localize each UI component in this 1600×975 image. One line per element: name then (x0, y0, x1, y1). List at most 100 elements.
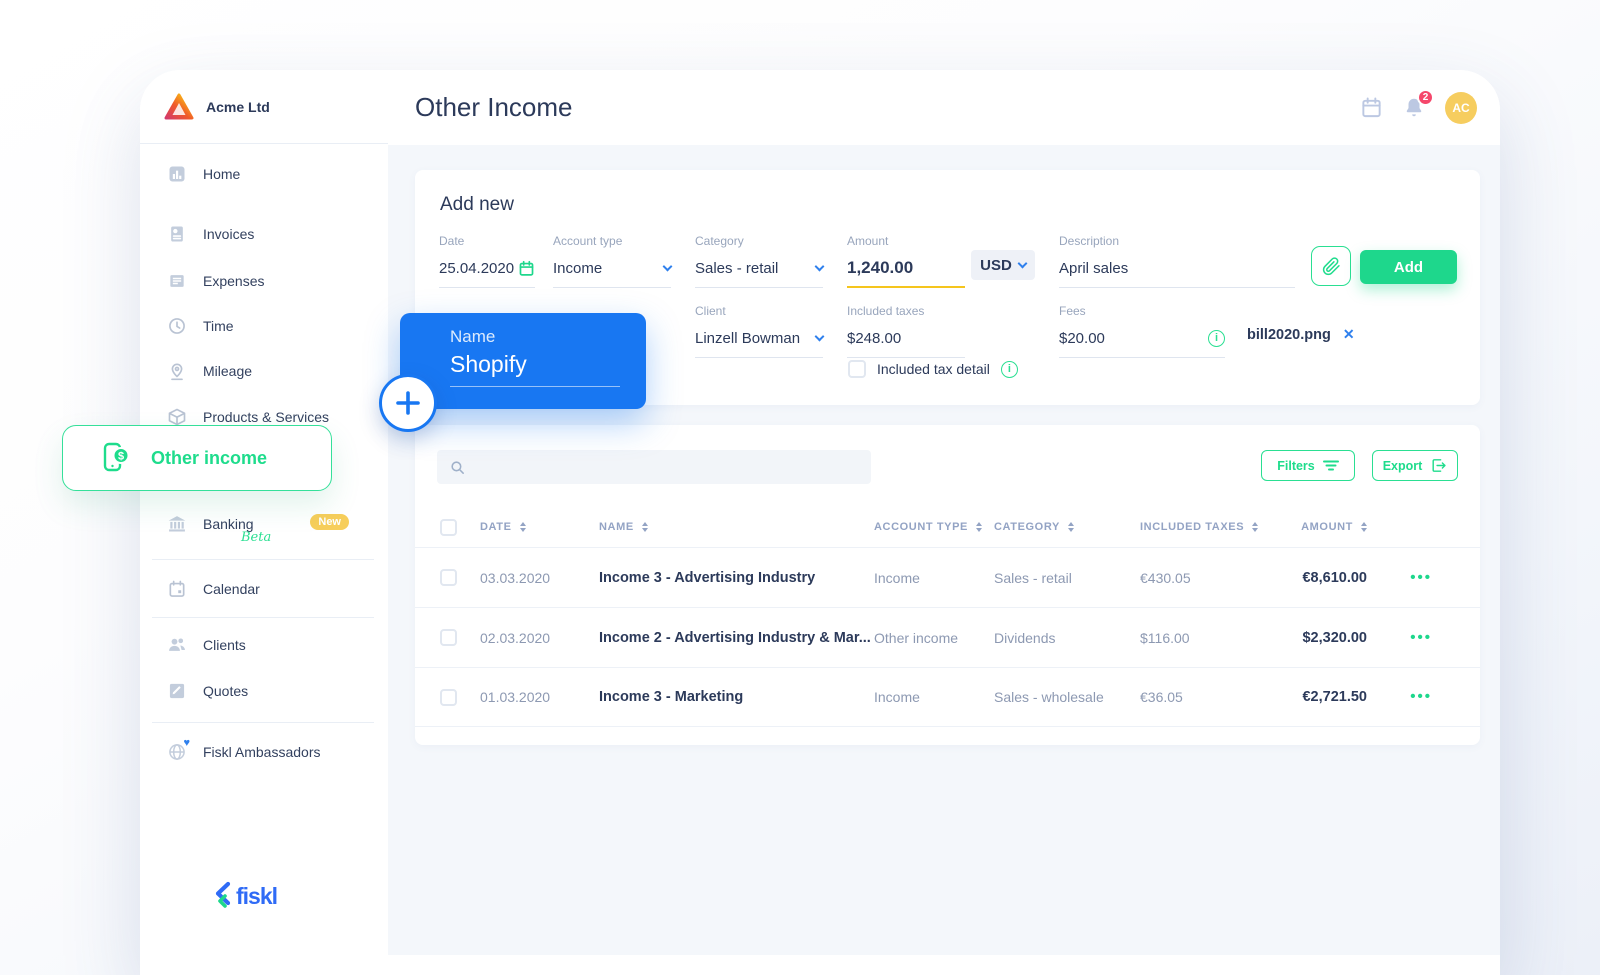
other-income-callout[interactable]: $ Other income (62, 425, 332, 491)
row-checkbox[interactable] (440, 569, 457, 586)
column-header-account-type[interactable]: ACCOUNT TYPE (874, 521, 994, 533)
cell-account-type: Income (874, 569, 920, 586)
account-type-select[interactable]: Account type Income (553, 234, 673, 288)
included-taxes-value: $248.00 (847, 329, 902, 347)
calendar-header-icon[interactable] (1360, 96, 1383, 119)
fees-field[interactable]: Fees $20.00 i (1059, 304, 1225, 358)
content-area: Add new Date 25.04.2020 Account type Inc… (388, 145, 1500, 955)
top-header: Other Income 2 AC (388, 70, 1500, 145)
sidebar-item-invoices[interactable]: Invoices (167, 221, 376, 247)
sidebar-item-label: Expenses (203, 273, 265, 289)
cell-included-taxes: €36.05 (1140, 689, 1183, 705)
cell-date: 02.03.2020 (480, 629, 551, 646)
calendar-icon (167, 579, 187, 599)
sidebar-item-home[interactable]: Home (167, 161, 376, 187)
table-row[interactable]: 02.03.2020 Income 2 - Advertising Indust… (415, 607, 1480, 667)
sort-icon[interactable] (1067, 522, 1074, 532)
column-header-category[interactable]: CATEGORY (994, 521, 1140, 533)
included-taxes-field[interactable]: Included taxes $248.00 (847, 304, 965, 358)
add-new-title: Add new (440, 194, 514, 215)
sort-icon[interactable] (975, 522, 982, 532)
account-type-value: Income (553, 259, 603, 277)
cell-category: Sales - retail (994, 569, 1072, 586)
datepicker-icon[interactable] (518, 260, 535, 277)
category-value: Sales - retail (695, 259, 779, 277)
cell-category: Sales - wholesale (994, 689, 1104, 705)
column-label: ACCOUNT TYPE (874, 521, 968, 533)
date-field[interactable]: Date 25.04.2020 (439, 234, 535, 288)
attach-file-button[interactable] (1311, 246, 1351, 286)
cell-date: 03.03.2020 (480, 569, 551, 586)
name-tooltip-label: Name (450, 327, 496, 346)
row-checkbox[interactable] (440, 629, 457, 646)
other-income-callout-label: Other income (151, 447, 268, 468)
remove-attachment-icon[interactable]: ✕ (1342, 326, 1355, 342)
cell-name: Income 2 - Advertising Industry & Mar... (599, 629, 871, 646)
search-input[interactable] (474, 459, 854, 475)
row-actions-icon[interactable]: ••• (1410, 568, 1432, 586)
sidebar-item-fiskl-ambassadors[interactable]: ♥ Fiskl Ambassadors (167, 738, 376, 765)
export-button[interactable]: Export (1372, 450, 1458, 481)
add-plus-button[interactable] (379, 374, 437, 432)
notifications-button[interactable]: 2 (1403, 89, 1434, 119)
cell-category: Dividends (994, 629, 1056, 646)
included-tax-detail-checkbox[interactable] (848, 360, 866, 378)
attachment-chip: bill2020.png ✕ (1247, 326, 1355, 343)
client-select[interactable]: Client Linzell Bowman (695, 304, 825, 358)
info-icon[interactable]: i (1208, 329, 1225, 347)
add-button[interactable]: Add (1360, 250, 1457, 284)
cell-account-type: Income (874, 689, 920, 705)
avatar[interactable]: AC (1445, 91, 1477, 124)
column-label: INCLUDED TAXES (1140, 521, 1245, 533)
column-header-name[interactable]: NAME (599, 521, 874, 533)
cell-name: Income 3 - Marketing (599, 689, 744, 705)
quote-pencil-icon (167, 681, 187, 701)
sidebar-item-label: Calendar (203, 581, 260, 597)
sort-icon[interactable] (519, 522, 526, 532)
sidebar-item-label: Time (203, 318, 234, 334)
bank-icon (167, 514, 187, 534)
attachment-filename: bill2020.png (1247, 326, 1331, 343)
row-actions-icon[interactable]: ••• (1410, 628, 1432, 646)
sidebar-item-calendar[interactable]: Calendar (167, 576, 376, 602)
cell-name: Income 3 - Advertising Industry (599, 569, 816, 586)
cell-amount: €8,610.00 (1302, 569, 1367, 586)
category-select[interactable]: Category Sales - retail (695, 234, 825, 288)
description-label: Description (1059, 234, 1120, 248)
sidebar-item-expenses[interactable]: Expenses (167, 268, 376, 294)
sidebar-item-products-services[interactable]: Products & Services (167, 404, 376, 430)
column-label: DATE (480, 521, 512, 533)
other-income-icon: $ (97, 440, 133, 476)
row-actions-icon[interactable]: ••• (1410, 688, 1432, 705)
select-all-checkbox[interactable] (440, 518, 457, 536)
currency-select[interactable]: USD (971, 250, 1035, 280)
sort-icon[interactable] (641, 522, 648, 532)
income-table-panel: Filters Export DATE NAME (415, 425, 1480, 745)
table-row[interactable]: 01.03.2020 Income 3 - Marketing Income S… (415, 667, 1480, 727)
sort-icon[interactable] (1252, 522, 1259, 532)
row-checkbox[interactable] (440, 688, 457, 706)
fees-value: $20.00 (1059, 329, 1105, 347)
chevron-down-icon (814, 261, 825, 271)
sidebar-item-quotes[interactable]: Quotes (167, 678, 376, 704)
divider (152, 722, 374, 723)
table-row[interactable]: 03.03.2020 Income 3 - Advertising Indust… (415, 547, 1480, 607)
amount-field[interactable]: Amount 1,240.00 (847, 234, 965, 288)
sidebar-item-banking[interactable]: Banking Beta New (167, 511, 376, 545)
column-header-included-taxes[interactable]: INCLUDED TAXES (1140, 521, 1277, 533)
receipt-icon (167, 271, 187, 291)
company-logo-row[interactable]: Acme Ltd (164, 70, 270, 143)
sidebar-item-mileage[interactable]: Mileage (167, 358, 376, 384)
column-header-date[interactable]: DATE (480, 521, 599, 533)
column-header-amount[interactable]: AMOUNT (1277, 521, 1367, 533)
description-field[interactable]: Description April sales (1059, 234, 1295, 288)
cell-amount: €2,721.50 (1302, 689, 1367, 705)
export-icon (1430, 457, 1447, 474)
sidebar-item-label: Products & Services (203, 409, 330, 425)
sidebar-item-time[interactable]: Time (167, 313, 376, 339)
search-box[interactable] (437, 450, 871, 484)
sidebar-item-clients[interactable]: Clients (167, 632, 376, 658)
info-icon[interactable]: i (1000, 360, 1018, 378)
filters-button[interactable]: Filters (1261, 450, 1355, 481)
sort-icon[interactable] (1361, 522, 1367, 532)
